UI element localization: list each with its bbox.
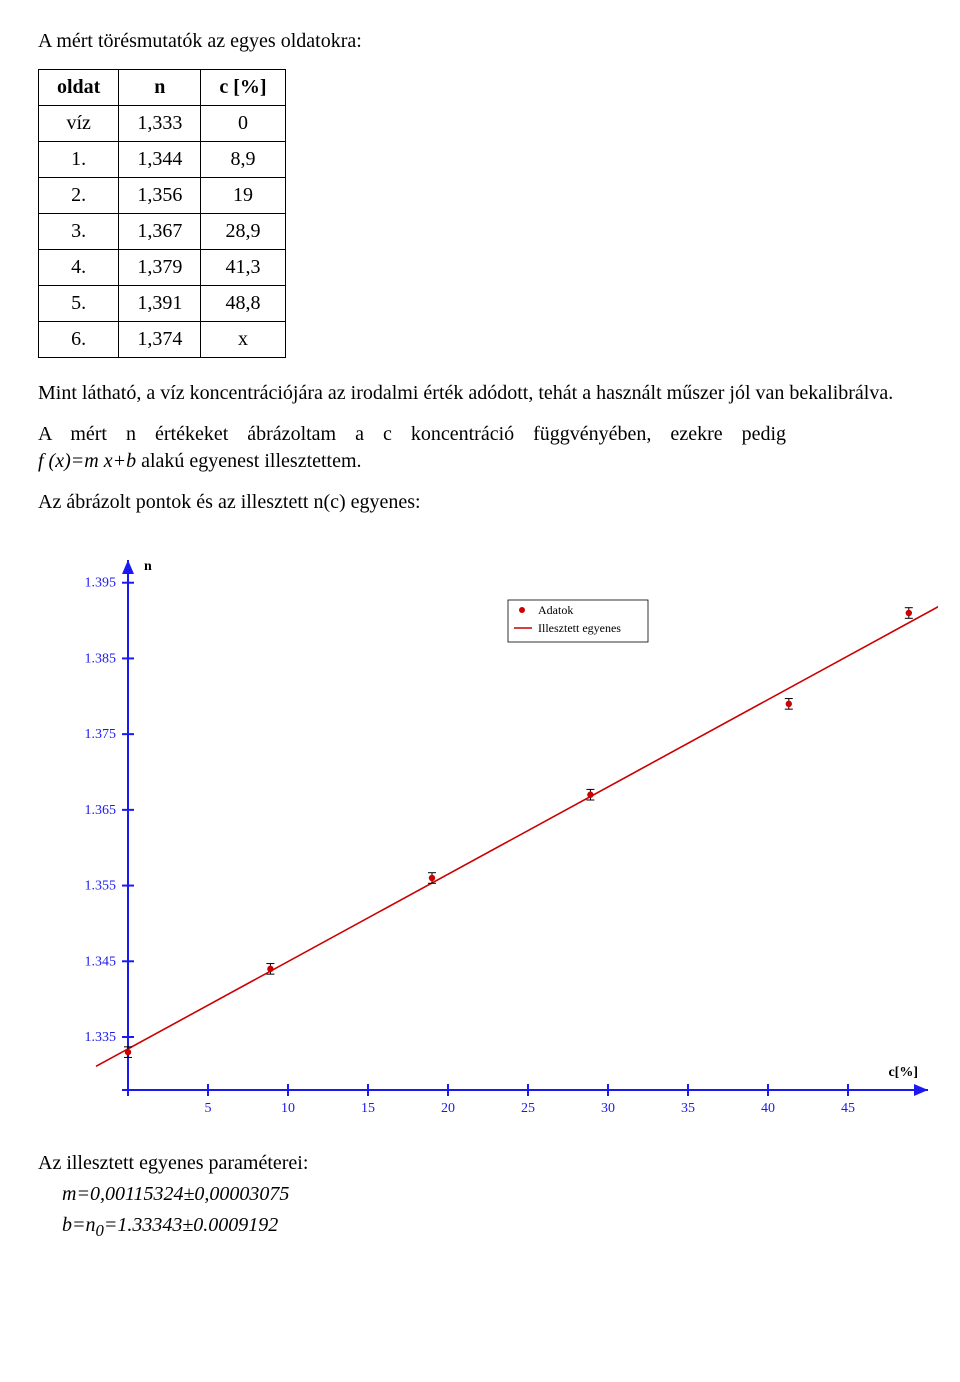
table-row: 1.1,3448,9 [39, 142, 286, 178]
table-cell: víz [39, 106, 119, 142]
table-row: 4.1,37941,3 [39, 250, 286, 286]
col-n: n [119, 70, 201, 106]
table-cell: 0 [201, 106, 285, 142]
svg-text:25: 25 [521, 1101, 535, 1116]
svg-text:n: n [144, 559, 152, 574]
fit-param-b: b=n0=1.33343±0.0009192 [62, 1212, 922, 1243]
table-cell: 1,379 [119, 250, 201, 286]
svg-text:1.375: 1.375 [85, 727, 117, 742]
scatter-chart: 5 10 15 20 25 30 35 40 45 1.335 1.345 1.355 1.365 1.3… [38, 530, 922, 1130]
table-cell: 1,367 [119, 214, 201, 250]
fit-formula: f (x)=m x+b [38, 450, 136, 472]
table-cell: 6. [39, 322, 119, 358]
svg-text:15: 15 [361, 1101, 375, 1116]
svg-text:1.345: 1.345 [85, 954, 117, 969]
table-cell: 41,3 [201, 250, 285, 286]
svg-text:20: 20 [441, 1101, 455, 1116]
table-cell: 28,9 [201, 214, 285, 250]
svg-text:1.385: 1.385 [85, 651, 117, 666]
table-cell: 5. [39, 286, 119, 322]
table-cell: 3. [39, 214, 119, 250]
table-row: 3.1,36728,9 [39, 214, 286, 250]
svg-text:35: 35 [681, 1101, 695, 1116]
paragraph-chart-intro: Az ábrázolt pontok és az illesztett n(c)… [38, 489, 922, 516]
table-cell: 2. [39, 178, 119, 214]
svg-text:Adatok: Adatok [538, 603, 573, 617]
fit-parameters-title: Az illesztett egyenes paraméterei: [38, 1150, 922, 1177]
fit-param-m: m=0,00115324±0,00003075 [62, 1181, 922, 1208]
table-row: 5.1,39148,8 [39, 286, 286, 322]
paragraph-calibration: Mint látható, a víz koncentrációjára az … [38, 380, 922, 407]
table-cell: 1,391 [119, 286, 201, 322]
table-cell: 19 [201, 178, 285, 214]
svg-text:5: 5 [205, 1101, 212, 1116]
table-row: víz1,3330 [39, 106, 286, 142]
para2-suffix: alakú egyenest illesztettem. [136, 450, 361, 472]
table-cell: 1,374 [119, 322, 201, 358]
table-cell: 1,356 [119, 178, 201, 214]
svg-text:1.395: 1.395 [85, 576, 117, 591]
table-cell: 1. [39, 142, 119, 178]
table-cell: 48,8 [201, 286, 285, 322]
table-cell: 1,333 [119, 106, 201, 142]
col-oldat: oldat [39, 70, 119, 106]
table-cell: 4. [39, 250, 119, 286]
table-row: 2.1,35619 [39, 178, 286, 214]
svg-text:c[%]: c[%] [888, 1065, 918, 1080]
svg-text:45: 45 [841, 1101, 855, 1116]
svg-text:10: 10 [281, 1101, 295, 1116]
table-cell: 8,9 [201, 142, 285, 178]
svg-text:40: 40 [761, 1101, 775, 1116]
table-header-row: oldat n c [%] [39, 70, 286, 106]
svg-text:Illesztett egyenes: Illesztett egyenes [538, 621, 621, 635]
svg-text:1.355: 1.355 [85, 879, 117, 894]
paragraph-fit-description: A mért n értékeket ábrázoltam a c koncen… [38, 421, 922, 475]
table-cell: x [201, 322, 285, 358]
svg-text:30: 30 [601, 1101, 615, 1116]
fit-parameters-block: Az illesztett egyenes paraméterei: m=0,0… [38, 1150, 922, 1243]
para2-prefix: A mért n értékeket ábrázoltam a c koncen… [38, 423, 786, 445]
svg-text:1.365: 1.365 [85, 803, 117, 818]
refractive-index-table: oldat n c [%] víz1,33301.1,3448,92.1,356… [38, 69, 286, 358]
svg-text:1.335: 1.335 [85, 1030, 117, 1045]
col-c: c [%] [201, 70, 285, 106]
table-cell: 1,344 [119, 142, 201, 178]
table-row: 6.1,374x [39, 322, 286, 358]
intro-text: A mért törésmutatók az egyes oldatokra: [38, 28, 922, 55]
